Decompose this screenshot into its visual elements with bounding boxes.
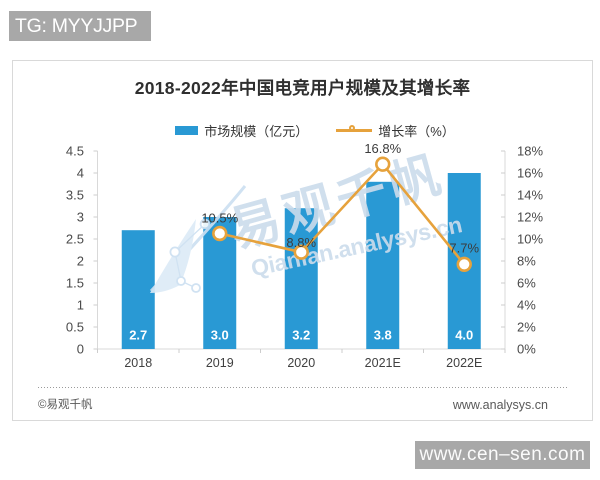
bar-swatch-icon (175, 125, 199, 135)
right-axis-tick-label: 8% (517, 254, 536, 269)
line-value-label: 7.7% (449, 240, 479, 255)
footer-copyright: ©易观千帆 (38, 399, 93, 411)
right-axis-tick-label: 18% (517, 144, 543, 159)
right-axis-tick-label: 0% (517, 342, 536, 357)
right-axis-tick-label: 12% (517, 210, 543, 225)
line-value-label: 10.5% (201, 211, 238, 226)
bar-2018 (121, 230, 155, 349)
growth-line (218, 162, 466, 266)
legend-label-bar: 市场规模（亿元） (204, 123, 309, 139)
legend-line-marker-icon (349, 125, 356, 131)
right-axis-tick-label: 2% (517, 320, 536, 335)
left-axis-tick-label: 0.5 (66, 320, 84, 335)
x-axis-category-label: 2019 (206, 356, 234, 370)
chart-card: 2018-2022年中国电竞用户规模及其增长率 市场规模（亿元） 增长率（%） … (12, 60, 593, 421)
bar-value-label: 3.2 (292, 328, 310, 343)
legend-line-segment (336, 129, 373, 132)
line-marker (375, 156, 391, 172)
chart-plot: 0 0.5 1 1.5 2 2.5 3 3.5 4 4.5 0% 2% 4% 6% 8% 10% 12% 14% 1… (66, 141, 544, 371)
footer-divider (38, 387, 569, 388)
chart-footer: ©易观千帆 www.analysys.cn (38, 387, 569, 412)
qianfan-sail-logo-icon (149, 185, 247, 293)
legend-item-line: 增长率（%） (336, 121, 455, 140)
left-axis-tick-label: 4 (77, 166, 84, 181)
bar-value-label: 4.0 (455, 328, 473, 343)
chart-title: 2018-2022年中国电竞用户规模及其增长率 (134, 78, 471, 98)
line-swatch-icon (336, 125, 373, 135)
x-axis-category-label: 2021E (365, 356, 401, 370)
left-axis-tick-label: 3 (77, 210, 84, 225)
site-badge: www.cen–sen.com (415, 441, 590, 469)
left-axis-tick-label: 0 (77, 342, 84, 357)
bar-2020 (284, 208, 318, 349)
right-axis-tick-label: 10% (517, 232, 543, 247)
line-marker (456, 256, 472, 273)
left-axis-tick-label: 1 (77, 298, 84, 313)
chart-axes: 0 0.5 1 1.5 2 2.5 3 3.5 4 4.5 0% 2% 4% 6% 8% 10% 12% 14% 1… (66, 144, 544, 371)
bar-2021E (366, 181, 400, 349)
footer-site-url: www.analysys.cn (452, 398, 548, 412)
line-marker (293, 244, 309, 260)
left-axis-tick-label: 2 (77, 254, 84, 269)
right-axis-tick-label: 16% (517, 166, 543, 181)
left-axis-tick-label: 3.5 (66, 188, 84, 203)
chart-bars: 2.7 3.0 3.2 3.8 4.0 (121, 173, 481, 349)
legend-label-line: 增长率（%） (378, 123, 455, 139)
x-axis-category-label: 2020 (287, 356, 315, 370)
left-axis-tick-label: 4.5 (66, 144, 84, 159)
telegram-badge: TG: MYYJJPP (9, 11, 151, 41)
legend-item-bar: 市场规模（亿元） (175, 121, 308, 140)
right-axis-tick-label: 14% (517, 188, 543, 203)
bar-value-label: 3.8 (374, 328, 392, 343)
left-axis-tick-label: 2.5 (66, 232, 84, 247)
right-axis-tick-label: 4% (517, 298, 536, 313)
chart-line: 10.5% 8.8% 16.8% 7.7% (201, 141, 480, 273)
line-marker (212, 225, 228, 242)
line-value-label: 16.8% (364, 141, 401, 156)
bar-value-label: 3.0 (211, 328, 229, 343)
x-axis-category-label: 2022E (446, 356, 482, 370)
chart-legend: 市场规模（亿元） 增长率（%） (13, 120, 592, 140)
bar-value-label: 2.7 (129, 328, 147, 343)
right-axis-tick-label: 6% (517, 276, 536, 291)
line-value-label: 8.8% (286, 235, 316, 250)
x-axis-category-label: 2018 (124, 356, 152, 370)
left-axis-tick-label: 1.5 (66, 276, 84, 291)
